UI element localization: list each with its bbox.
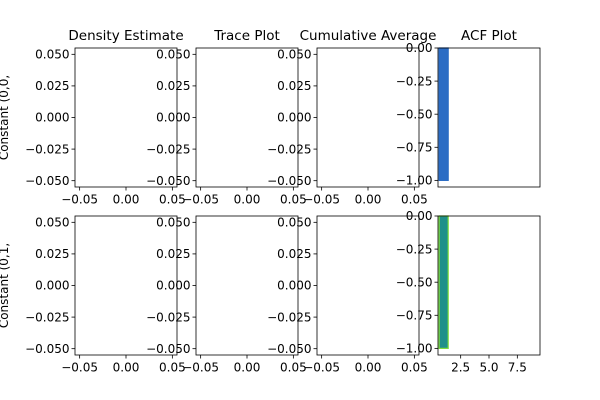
y-tick-label: −0.025 — [146, 142, 190, 156]
y-tick-label: −0.050 — [146, 174, 190, 188]
y-tick-label: 0.000 — [35, 279, 69, 293]
panel-title-0: Density Estimate — [68, 28, 183, 44]
x-tick-label: 0.05 — [280, 361, 307, 375]
panel-r1-c3: 0.00 −0.25 −0.50 −0.75 −1.00 2.5 5.0 7.5 — [396, 209, 541, 375]
y-tick-label: 0.000 — [156, 111, 190, 125]
panel-r0-c3: 0.00 −0.25 −0.50 −0.75 −1.00 — [396, 41, 541, 188]
y-tick-label: 0.025 — [277, 79, 311, 93]
acf-bar-0 — [438, 47, 449, 181]
y-tick-label: 0.025 — [35, 247, 69, 261]
x-tick-label: 0.00 — [234, 361, 261, 375]
y-tick-label: −0.50 — [396, 275, 433, 289]
y-tick-label: −0.050 — [25, 174, 69, 188]
y-tick-label: −0.75 — [396, 308, 433, 322]
y-tick-label: −0.025 — [267, 142, 311, 156]
y-tick-label: −0.025 — [146, 310, 190, 324]
y-tick-label: 0.000 — [156, 279, 190, 293]
x-tick-label: 0.05 — [401, 193, 428, 207]
x-tick-label: 7.5 — [508, 361, 527, 375]
y-tick-label: 0.00 — [406, 209, 433, 223]
y-tick-label: 0.025 — [35, 79, 69, 93]
x-tick-label: 5.0 — [479, 361, 498, 375]
y-tick-label: −0.25 — [396, 74, 433, 88]
y-tick-label: −1.00 — [396, 342, 433, 356]
x-tick-label: 0.00 — [234, 193, 261, 207]
x-tick-label: 0.00 — [355, 193, 382, 207]
x-tick-label: −0.05 — [61, 361, 98, 375]
x-tick-label: −0.05 — [182, 361, 219, 375]
acf-bar-0 — [438, 215, 449, 349]
y-tick-label: 0.000 — [277, 279, 311, 293]
x-tick-label: 0.05 — [280, 193, 307, 207]
y-tick-label: −0.050 — [267, 342, 311, 356]
y-tick-label: 0.050 — [277, 216, 311, 230]
y-tick-label: 0.050 — [35, 48, 69, 62]
y-tick-label: −0.025 — [25, 142, 69, 156]
y-tick-label: −0.75 — [396, 140, 433, 154]
panel-grid: Density Estimate Trace Plot Cumulative Ave… — [0, 28, 541, 375]
x-tick-label: 0.00 — [355, 361, 382, 375]
y-tick-label: 0.050 — [277, 48, 311, 62]
panel-r1-c1: 0.050 0.025 0.000 −0.025 −0.050 −0.05 0.00 0.05 — [146, 216, 307, 375]
panel-r0-c2: 0.050 0.025 0.000 −0.025 −0.050 −0.05 0.00 0.05 — [267, 48, 428, 207]
y-tick-label: −0.025 — [25, 310, 69, 324]
y-tick-label: −0.050 — [25, 342, 69, 356]
y-tick-label: 0.025 — [156, 247, 190, 261]
panel-title-3: ACF Plot — [461, 28, 517, 44]
x-tick-label: 0.00 — [113, 193, 140, 207]
y-tick-label: 0.000 — [277, 111, 311, 125]
y-tick-label: 0.050 — [156, 48, 190, 62]
row-label-1: Constant (0,1, — [0, 243, 11, 328]
y-tick-label: 0.00 — [406, 41, 433, 55]
x-tick-label: −0.05 — [303, 361, 340, 375]
y-tick-label: 0.050 — [156, 216, 190, 230]
x-tick-label: −0.05 — [303, 193, 340, 207]
y-tick-label: 0.050 — [35, 216, 69, 230]
x-tick-label: 0.00 — [113, 361, 140, 375]
panel-r0-c0: 0.050 0.025 0.000 −0.025 −0.050 −0.05 0.00 0.05 — [25, 48, 186, 207]
y-tick-label: −0.50 — [396, 107, 433, 121]
y-tick-label: −0.050 — [267, 174, 311, 188]
y-tick-label: −0.025 — [267, 310, 311, 324]
panel-title-1: Trace Plot — [213, 28, 280, 44]
y-tick-label: −0.050 — [146, 342, 190, 356]
y-tick-label: −0.25 — [396, 242, 433, 256]
y-tick-label: 0.025 — [277, 247, 311, 261]
panel-title-2: Cumulative Average — [300, 28, 437, 44]
row-label-0: Constant (0,0, — [0, 75, 11, 160]
panel-r0-c1: 0.050 0.025 0.000 −0.025 −0.050 −0.05 0.00 0.05 — [146, 48, 307, 207]
panel-r1-c0: 0.050 0.025 0.000 −0.025 −0.050 −0.05 0.00 0.05 — [25, 216, 186, 375]
x-tick-label: −0.05 — [182, 193, 219, 207]
x-tick-label: 0.05 — [159, 361, 186, 375]
axes-frame — [437, 47, 541, 188]
y-tick-label: −1.00 — [396, 174, 433, 188]
x-tick-label: 0.05 — [159, 193, 186, 207]
y-tick-label: 0.000 — [35, 111, 69, 125]
x-tick-label: 2.5 — [451, 361, 470, 375]
y-tick-label: 0.025 — [156, 79, 190, 93]
x-tick-label: −0.05 — [61, 193, 98, 207]
panel-r1-c2: 0.050 0.025 0.000 −0.025 −0.050 −0.05 0.00 0.05 — [267, 216, 428, 375]
x-tick-label: 0.05 — [401, 361, 428, 375]
